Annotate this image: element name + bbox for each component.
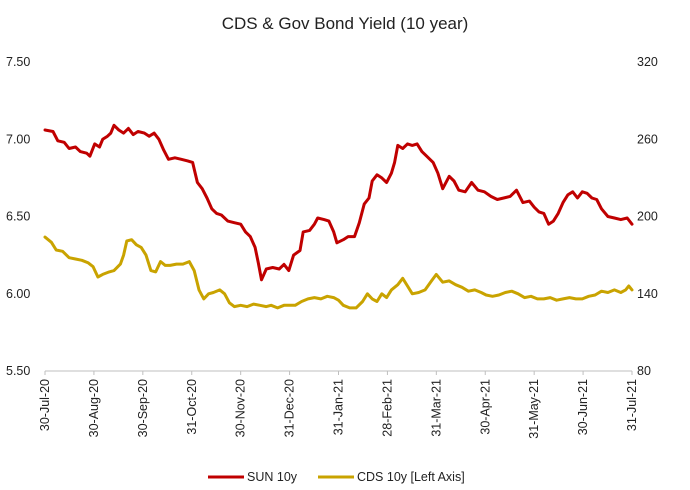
series-layer: [43, 123, 634, 310]
x-tick-label: 31-Dec-20: [283, 379, 297, 437]
legend: SUN 10y CDS 10y [Left Axis]: [208, 470, 465, 484]
x-tick-label: 31-May-21: [527, 379, 541, 439]
x-tick-label: 28-Feb-21: [380, 379, 394, 437]
x-tick-label: 31-Jul-21: [625, 379, 639, 431]
x-tick-label: 31-Jan-21: [332, 379, 346, 435]
y-right-tick-label: 320: [637, 55, 658, 69]
x-tick-label: 30-Jul-20: [38, 379, 52, 431]
x-tick-label: 31-Oct-20: [185, 379, 199, 435]
y-left-tick-label: 7.00: [6, 132, 30, 146]
series-line-sun-10y: [43, 123, 634, 282]
x-tick-label: 30-Jun-21: [576, 379, 590, 435]
y-right-tick-label: 260: [637, 132, 658, 146]
x-tick-label: 30-Sep-20: [136, 379, 150, 437]
x-tick-label: 30-Aug-20: [87, 379, 101, 437]
x-tick-label: 31-Mar-21: [429, 379, 443, 437]
x-tick-label: 30-Apr-21: [478, 379, 492, 435]
y-right-tick-label: 80: [637, 364, 651, 378]
y-left-tick-label: 5.50: [6, 364, 30, 378]
y-left-tick-labels: 5.50 6.00 6.50 7.00 7.50: [6, 55, 30, 378]
x-tick-label: 30-Nov-20: [234, 379, 248, 437]
chart-title: CDS & Gov Bond Yield (10 year): [222, 14, 469, 33]
y-right-tick-label: 200: [637, 210, 658, 224]
y-right-tick-label: 140: [637, 287, 658, 301]
legend-label: SUN 10y: [247, 470, 298, 484]
legend-label: CDS 10y [Left Axis]: [357, 470, 465, 484]
x-tick-labels: 30-Jul-20 30-Aug-20 30-Sep-20 31-Oct-20 30-N…: [38, 371, 639, 439]
y-left-tick-label: 6.50: [6, 210, 30, 224]
y-left-tick-label: 7.50: [6, 55, 30, 69]
y-right-tick-labels: 80 140 200 260 320: [637, 55, 658, 378]
y-left-tick-label: 6.00: [6, 287, 30, 301]
series-line-cds-10y: [43, 235, 634, 310]
